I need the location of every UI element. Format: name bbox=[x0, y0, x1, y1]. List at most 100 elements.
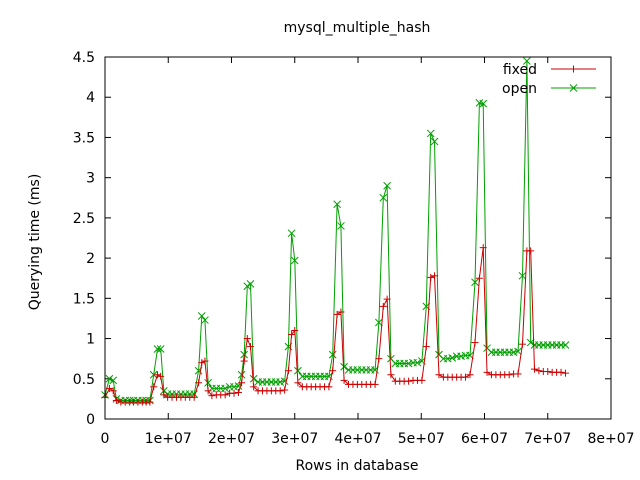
data-point-open bbox=[221, 384, 230, 393]
data-point-open bbox=[105, 374, 114, 383]
y-tick-label: 1 bbox=[86, 332, 95, 348]
y-tick-label: 4 bbox=[86, 90, 95, 106]
data-point-open bbox=[340, 362, 348, 371]
data-point-fixed bbox=[240, 357, 248, 365]
data-point-fixed bbox=[435, 371, 443, 379]
x-tick-label: 8e+07 bbox=[587, 431, 634, 447]
data-point-fixed bbox=[479, 244, 487, 252]
data-point-fixed bbox=[340, 376, 348, 384]
data-point-fixed bbox=[483, 368, 491, 376]
data-point-fixed bbox=[337, 308, 345, 316]
data-point-fixed bbox=[375, 355, 383, 363]
legend-label-open: open bbox=[502, 81, 537, 97]
data-point-open bbox=[526, 338, 535, 347]
data-point-fixed bbox=[325, 383, 333, 391]
data-point-fixed bbox=[246, 343, 254, 351]
data-point-open bbox=[561, 341, 570, 349]
data-point-fixed bbox=[418, 376, 426, 384]
data-point-open bbox=[287, 229, 296, 238]
data-point-fixed bbox=[150, 383, 158, 391]
data-point-open bbox=[234, 382, 243, 390]
data-point-fixed bbox=[535, 367, 543, 375]
x-tick-label: 6e+07 bbox=[461, 431, 508, 447]
data-point-fixed bbox=[561, 369, 569, 377]
series-line-open bbox=[104, 60, 566, 401]
data-point-fixed bbox=[281, 386, 289, 394]
data-point-fixed bbox=[431, 272, 439, 280]
data-point-open bbox=[375, 318, 383, 327]
data-point-fixed bbox=[276, 387, 284, 395]
data-point-fixed bbox=[250, 383, 258, 391]
data-point-open bbox=[204, 378, 212, 387]
legend: fixed open bbox=[502, 62, 596, 97]
x-tick-label: 3e+07 bbox=[271, 431, 318, 447]
data-point-fixed bbox=[379, 302, 387, 310]
data-point-fixed bbox=[204, 387, 212, 395]
data-point-fixed bbox=[329, 367, 337, 375]
x-tick-label: 1e+07 bbox=[145, 431, 192, 447]
data-point-open bbox=[197, 312, 206, 320]
data-point-open bbox=[246, 279, 255, 288]
data-point-fixed bbox=[475, 274, 483, 282]
data-point-fixed bbox=[195, 379, 203, 387]
data-point-open bbox=[156, 345, 165, 353]
y-tick-label: 2.5 bbox=[73, 211, 95, 227]
data-point-open bbox=[430, 137, 439, 146]
data-point-fixed bbox=[466, 371, 474, 379]
data-point-fixed bbox=[462, 373, 470, 381]
data-point-open bbox=[294, 366, 302, 375]
data-point-open bbox=[426, 129, 435, 138]
data-point-open bbox=[149, 370, 158, 379]
data-point-fixed bbox=[294, 379, 302, 387]
data-point-fixed bbox=[387, 371, 395, 379]
data-point-fixed bbox=[405, 377, 413, 385]
chart-title: mysql_multiple_hash bbox=[284, 20, 431, 36]
data-point-open bbox=[243, 282, 252, 291]
data-point-fixed bbox=[105, 384, 113, 392]
x-tick-label: 7e+07 bbox=[524, 431, 571, 447]
data-point-fixed bbox=[333, 310, 341, 318]
x-tick-label: 4e+07 bbox=[334, 431, 381, 447]
data-point-open bbox=[290, 256, 299, 265]
data-point-fixed bbox=[243, 335, 251, 343]
x-axis-label: Rows in database bbox=[296, 458, 419, 474]
axis-ticks: 0 1e+07 2e+07 3e+07 4e+07 5e+07 6e+07 7e+07 8e+0… bbox=[73, 50, 635, 447]
series-layer bbox=[101, 57, 570, 406]
x-tick-label: 5e+07 bbox=[398, 431, 445, 447]
series-fixed bbox=[101, 244, 569, 406]
data-point-open bbox=[337, 222, 345, 230]
x-tick-label: 2e+07 bbox=[208, 431, 255, 447]
plot-frame bbox=[104, 56, 612, 420]
y-tick-label: 2 bbox=[86, 251, 95, 267]
data-point-fixed bbox=[221, 391, 229, 399]
y-axis-label: Querying time (ms) bbox=[27, 174, 43, 311]
x-tick-label: 0 bbox=[101, 431, 110, 447]
legend-marker-open bbox=[569, 84, 578, 92]
data-point-open bbox=[514, 347, 522, 356]
data-point-fixed bbox=[153, 371, 161, 379]
y-tick-label: 0.5 bbox=[73, 372, 95, 388]
data-point-open bbox=[201, 316, 209, 324]
data-point-fixed bbox=[201, 357, 209, 365]
data-point-fixed bbox=[284, 367, 292, 375]
data-point-fixed bbox=[544, 368, 552, 376]
data-point-open bbox=[448, 354, 457, 362]
data-point-fixed bbox=[198, 359, 206, 367]
data-point-open bbox=[328, 350, 337, 359]
data-point-open bbox=[237, 370, 246, 379]
data-point-fixed bbox=[146, 398, 154, 406]
y-tick-label: 1.5 bbox=[73, 291, 95, 307]
data-point-open bbox=[379, 193, 388, 202]
data-point-fixed bbox=[208, 392, 216, 400]
data-point-open bbox=[413, 358, 422, 367]
data-point-fixed bbox=[530, 365, 538, 373]
data-point-fixed bbox=[109, 387, 117, 395]
data-point-fixed bbox=[557, 368, 565, 376]
data-point-fixed bbox=[291, 327, 299, 335]
data-point-fixed bbox=[234, 388, 242, 396]
data-point-fixed bbox=[190, 393, 198, 401]
data-point-fixed bbox=[288, 331, 296, 339]
data-point-fixed bbox=[422, 343, 430, 351]
